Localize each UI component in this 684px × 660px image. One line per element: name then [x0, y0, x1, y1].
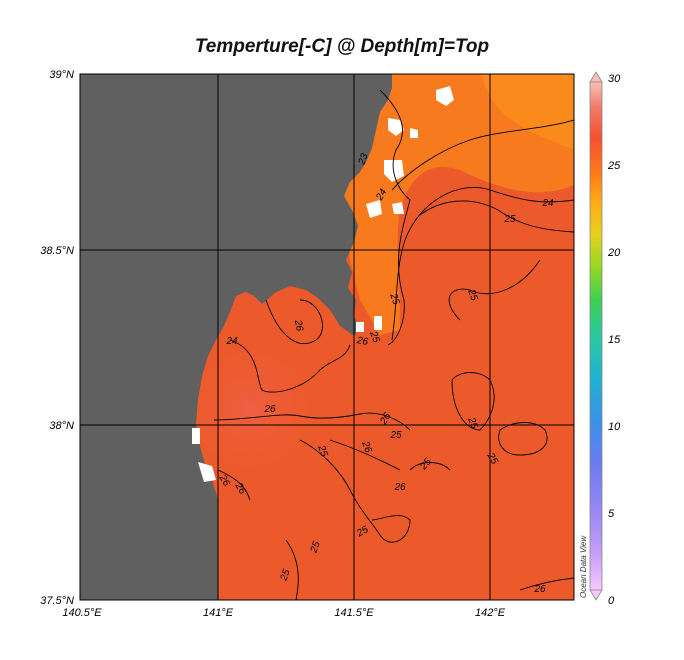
- lat-tick-label: 37.5°N: [40, 595, 74, 607]
- contour-label: 25: [354, 524, 370, 540]
- contour-label: 23: [356, 152, 371, 168]
- lon-tick-label: 141.5°E: [334, 607, 374, 619]
- contour-label: 25: [389, 430, 402, 441]
- contour-label: 24: [374, 187, 390, 203]
- contour-label: 24: [541, 198, 554, 209]
- contour-label: 25: [315, 443, 330, 459]
- contour-label: 26: [232, 480, 248, 496]
- contour-label: 26: [393, 482, 406, 493]
- contour-label: 26: [216, 472, 232, 488]
- contour-label: 25: [308, 540, 323, 556]
- lon-tick-label: 141°E: [203, 607, 234, 619]
- contour-label: 26: [533, 584, 546, 595]
- contour-label: 24: [225, 336, 238, 347]
- ocean-data-view-credit: Ocean Data View: [579, 535, 588, 598]
- contour-lines: [213, 89, 574, 600]
- lon-tick-label: 140.5°E: [62, 607, 102, 619]
- warm-patch: [180, 340, 320, 480]
- cool-water-zone-2: [480, 74, 574, 150]
- missing-data: [192, 86, 454, 482]
- contour-label: 25: [503, 214, 516, 225]
- contour-label: 26: [378, 411, 394, 427]
- longitude-axis: 140.5°E 141°E 141.5°E 142°E: [62, 607, 505, 619]
- land-mass: [80, 74, 392, 600]
- colorbar-tick-label: 20: [607, 247, 621, 259]
- colorbar-gradient: [589, 81, 603, 591]
- colorbar-tick-label: 25: [607, 160, 621, 172]
- colorbar-top-arrow: [589, 71, 603, 83]
- colorbar-tick-label: 0: [608, 595, 615, 607]
- lon-tick-label: 142°E: [475, 607, 506, 619]
- contour-label: 25: [465, 415, 480, 431]
- contour-label: 25: [367, 329, 382, 345]
- colorbar-tick-label: 5: [608, 508, 615, 520]
- colorbar-tick-label: 30: [608, 73, 621, 85]
- graticule: [79, 73, 575, 601]
- map-title: Temperture[-C] @ Depth[m]=Top: [194, 36, 490, 57]
- contour-label: 26: [292, 318, 305, 332]
- contour-label: 26: [355, 335, 369, 348]
- lat-tick-label: 39°N: [49, 69, 74, 81]
- contour-label: 25: [278, 568, 293, 584]
- contour-label: 25: [465, 287, 480, 303]
- contour-label: 26: [359, 439, 374, 455]
- lat-tick-label: 38.5°N: [40, 245, 74, 257]
- latitude-axis: 39°N 38.5°N 38°N 37.5°N: [40, 69, 74, 607]
- colorbar-bottom-arrow: [589, 589, 603, 601]
- contour-label: 25: [484, 450, 500, 466]
- contour-label: 26: [263, 404, 276, 415]
- colorbar-tick-label: 10: [608, 421, 621, 433]
- colorbar: 30 25 20 15 10 5 0 Ocean Data View: [579, 71, 621, 607]
- contour-label: 25: [387, 291, 402, 307]
- colorbar-tick-label: 15: [608, 334, 621, 346]
- lat-tick-label: 38°N: [49, 420, 74, 432]
